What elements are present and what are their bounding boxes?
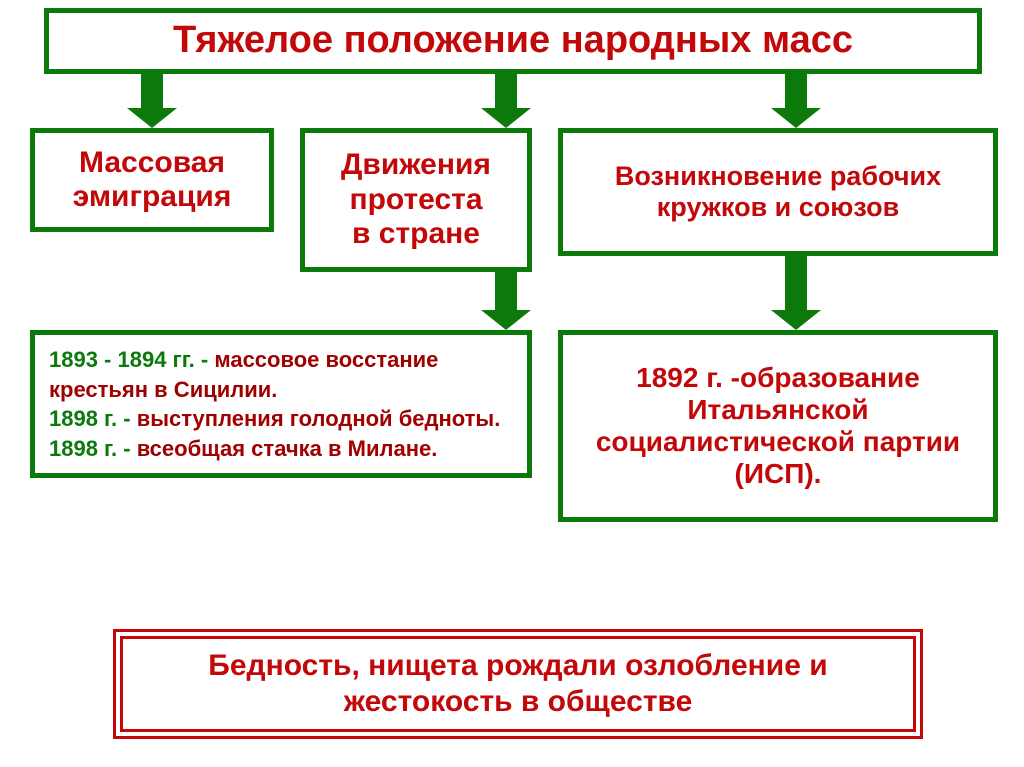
- branch-protest: Движения протеста в стране: [300, 128, 532, 272]
- timeline-item: 1893 - 1894 гг. - массовое восстание кре…: [49, 345, 513, 404]
- timeline-item: 1898 г. - выступления голодной бедноты.: [49, 404, 513, 434]
- conclusion-text: Бедность, нищета рождали озлобление и же…: [143, 648, 893, 720]
- timeline-desc: выступления голодной бедноты.: [137, 406, 501, 431]
- branch-emigration: Массовая эмиграция: [30, 128, 274, 232]
- party-foundation: 1892 г. -образование Итальянской социали…: [558, 330, 998, 522]
- party-foundation-text: 1892 г. -образование Итальянской социали…: [571, 362, 985, 491]
- arrow-stem: [785, 74, 807, 108]
- arrow-stem: [495, 74, 517, 108]
- arrow-title-to-protest: [481, 74, 531, 128]
- diagram-canvas: Тяжелое положение народных масс Массовая…: [0, 0, 1024, 767]
- arrow-head-icon: [771, 310, 821, 330]
- arrow-protest-to-timeline: [481, 272, 531, 330]
- timeline-desc: всеобщая стачка в Милане.: [137, 436, 438, 461]
- arrow-head-icon: [127, 108, 177, 128]
- branch-unions-text: Возникновение рабочих кружков и союзов: [571, 161, 985, 223]
- conclusion-box: Бедность, нищета рождали озлобление и же…: [120, 636, 916, 732]
- branch-protest-text: Движения протеста в стране: [313, 148, 519, 252]
- timeline-date: 1893 - 1894 гг. -: [49, 347, 214, 372]
- arrow-stem: [141, 74, 163, 108]
- timeline-date: 1898 г. -: [49, 436, 137, 461]
- title-text: Тяжелое положение народных масс: [57, 19, 969, 63]
- arrow-title-to-emigration: [127, 74, 177, 128]
- arrow-stem: [785, 256, 807, 310]
- arrow-title-to-unions: [771, 74, 821, 128]
- timeline-item: 1898 г. - всеобщая стачка в Милане.: [49, 434, 513, 464]
- branch-unions: Возникновение рабочих кружков и союзов: [558, 128, 998, 256]
- title-box: Тяжелое положение народных масс: [44, 8, 982, 74]
- events-timeline: 1893 - 1894 гг. - массовое восстание кре…: [30, 330, 532, 478]
- arrow-stem: [495, 272, 517, 310]
- branch-emigration-text: Массовая эмиграция: [43, 146, 261, 215]
- arrow-unions-to-party: [771, 256, 821, 330]
- timeline-date: 1898 г. -: [49, 406, 137, 431]
- arrow-head-icon: [481, 108, 531, 128]
- arrow-head-icon: [481, 310, 531, 330]
- arrow-head-icon: [771, 108, 821, 128]
